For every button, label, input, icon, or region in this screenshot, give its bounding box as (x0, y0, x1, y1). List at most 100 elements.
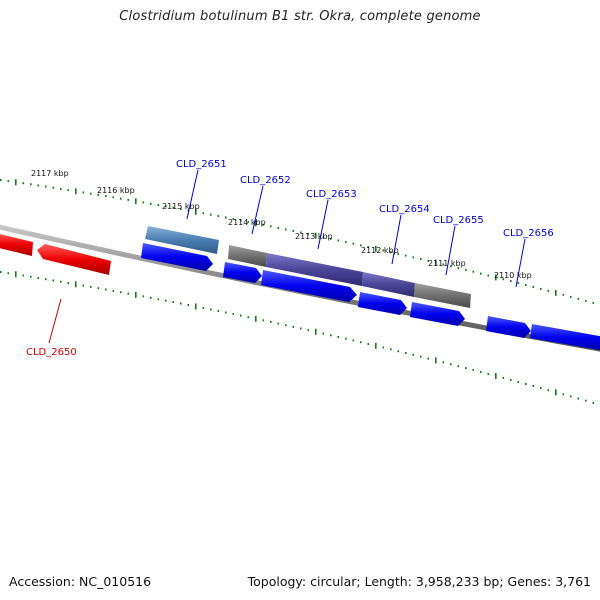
tick-mark (202, 212, 205, 215)
tick-mark (45, 278, 47, 281)
tick-mark (555, 289, 557, 296)
tick-mark (292, 229, 295, 232)
tick-mark (157, 298, 160, 301)
tick-mark (465, 268, 467, 271)
tick-mark (577, 297, 580, 300)
tick-mark (487, 373, 490, 375)
genome-title: Clostridium botulinum B1 str. Okra, comp… (119, 9, 481, 24)
gene-arrow[interactable] (223, 262, 262, 283)
gene-arrow[interactable] (358, 292, 407, 315)
gene-label[interactable]: CLD_2650 (26, 347, 77, 358)
tick-mark (97, 287, 100, 290)
tick-mark (232, 313, 235, 315)
tick-mark (397, 252, 400, 255)
tick-mark (510, 280, 512, 283)
tick-mark (570, 295, 572, 298)
tick-mark (37, 277, 40, 279)
tick-mark (435, 357, 437, 364)
tick-mark (180, 302, 182, 305)
tick-mark (150, 202, 152, 205)
gene-arrow[interactable] (141, 243, 213, 271)
tick-mark (255, 220, 257, 227)
tick-mark (52, 279, 55, 282)
tick-mark (300, 231, 302, 234)
tick-mark (322, 332, 325, 335)
gene-label[interactable]: CLD_2652 (240, 175, 291, 186)
tick-mark (540, 287, 542, 290)
tick-mark (337, 336, 340, 338)
tick-mark (262, 223, 265, 226)
tick-mark (585, 299, 587, 302)
tick-mark (240, 314, 242, 317)
tick-mark (532, 385, 535, 387)
feature-block (228, 245, 267, 267)
kbp-label: 2111 kbp (428, 259, 466, 268)
tick-mark (300, 327, 302, 330)
tick-mark (15, 271, 17, 278)
tick-mark (555, 389, 557, 396)
feature-track-red (0, 233, 111, 275)
tick-mark (165, 299, 167, 302)
tick-mark (270, 225, 272, 228)
kbp-label: 2114 kbp (228, 218, 266, 227)
tick-mark (202, 306, 205, 309)
tick-mark (442, 361, 445, 364)
tick-mark (60, 187, 62, 190)
tick-mark (165, 205, 167, 208)
tick-mark (390, 348, 392, 351)
tick-mark (187, 304, 190, 306)
kbp-label: 2113 kbp (295, 232, 333, 241)
tick-mark (60, 280, 62, 283)
tick-mark (105, 288, 107, 291)
gene-arrow[interactable] (0, 233, 33, 256)
gene-arrow[interactable] (37, 244, 111, 275)
label-leader (317, 199, 329, 250)
tick-mark (465, 367, 467, 370)
tick-mark (457, 365, 460, 368)
tick-mark (390, 251, 392, 254)
gene-label[interactable]: CLD_2656 (503, 228, 554, 239)
tick-mark (0, 271, 2, 273)
tick-mark (397, 350, 400, 353)
tick-mark (37, 184, 40, 187)
feature-block (414, 283, 471, 308)
tick-mark (172, 301, 175, 303)
tick-mark (367, 343, 370, 345)
tick-mark (120, 197, 122, 200)
tick-mark (240, 219, 242, 222)
tick-mark (480, 371, 482, 373)
kbp-label: 2110 kbp (494, 271, 532, 280)
tick-mark (22, 182, 25, 185)
tick-mark (90, 192, 92, 195)
tick-mark (442, 263, 445, 266)
gene-label[interactable]: CLD_2653 (306, 189, 357, 200)
tick-mark (210, 308, 212, 311)
tick-mark (7, 180, 10, 183)
tick-mark (315, 328, 317, 335)
tick-mark (30, 275, 32, 278)
tick-mark (337, 239, 340, 242)
tick-mark (450, 363, 452, 366)
tick-mark (247, 316, 250, 319)
gene-label[interactable]: CLD_2651 (176, 159, 227, 170)
gene-label[interactable]: CLD_2655 (433, 215, 484, 226)
tick-mark (45, 185, 47, 188)
gene-arrow[interactable] (261, 270, 357, 302)
kbp-label: 2115 kbp (162, 202, 200, 211)
gene-arrow[interactable] (486, 316, 531, 338)
gene-arrow[interactable] (410, 302, 465, 326)
tick-mark (510, 378, 512, 381)
tick-mark (405, 352, 407, 354)
kbp-label: 2116 kbp (97, 186, 135, 195)
tick-mark (532, 285, 535, 288)
tick-mark (105, 195, 107, 198)
tick-mark (345, 337, 347, 340)
tick-mark (315, 232, 317, 239)
label-leader (515, 238, 526, 288)
gene-label[interactable]: CLD_2654 (379, 204, 430, 215)
gene-arrow[interactable] (530, 324, 600, 351)
tick-mark (330, 237, 332, 240)
label-leader (186, 169, 199, 220)
tick-mark (570, 395, 572, 398)
